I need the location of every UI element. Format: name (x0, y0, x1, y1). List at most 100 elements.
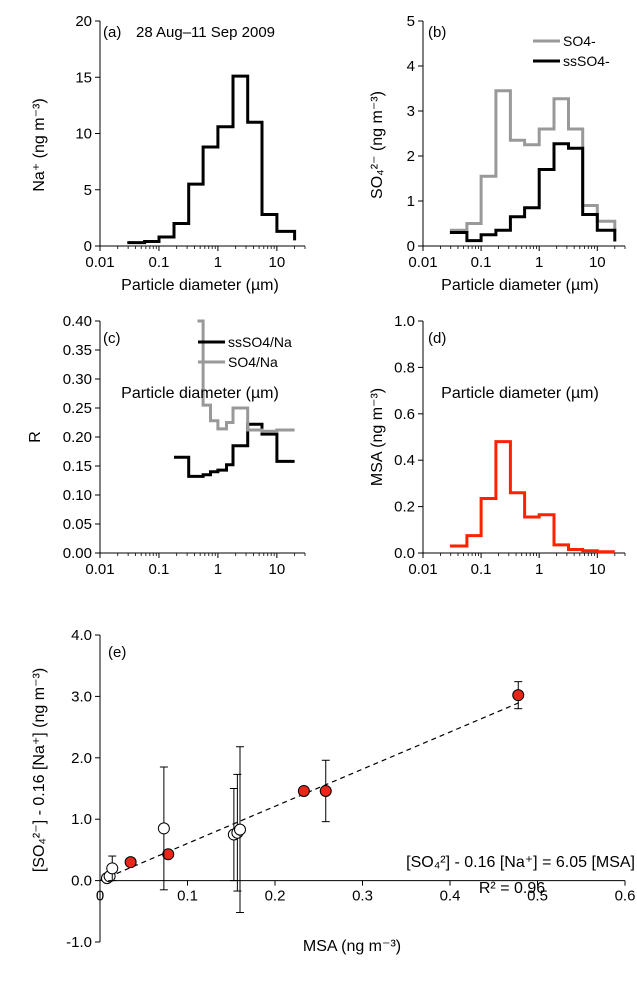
y-tick-label: 0 (84, 238, 92, 255)
series-line-a-0 (127, 74, 297, 245)
panel-a-annotation: 28 Aug–11 Sep 2009 (136, 24, 275, 41)
x-tick-label: 10 (269, 254, 286, 271)
x-tick-label: 0.01 (408, 254, 437, 271)
x-tick-label: 0.01 (85, 254, 114, 271)
panel-c-ylabel: R (27, 431, 44, 443)
data-point (297, 784, 310, 797)
y-tick-label: 0.35 (63, 342, 92, 359)
y-tick-label: 0.2 (394, 499, 415, 516)
x-tick-label: 0.1 (149, 561, 170, 578)
y-tick-label: 0.6 (394, 406, 415, 423)
panel-b-xlabel: Particle diameter (µm) (441, 277, 599, 294)
y-tick-label: 20 (75, 13, 92, 30)
y-tick-label: 0.8 (394, 359, 415, 376)
legend-label-ssso4: ssSO4- (563, 53, 610, 69)
panel-c-xlabel: Particle diameter (µm) (121, 385, 279, 402)
x-tick-label: 0 (96, 888, 104, 905)
x-tick-label: 0.2 (265, 888, 286, 905)
x-tick-label: 0.5 (527, 888, 548, 905)
x-tick-label: 10 (269, 561, 286, 578)
y-tick-label: 5 (407, 13, 415, 30)
data-point (157, 822, 170, 835)
panel-a-axes: 0 5 10 15 20 0.01 0.1 1 10 (75, 13, 306, 271)
panel-c-label: (c) (103, 330, 121, 347)
x-tick-label: 0.1 (149, 254, 170, 271)
y-tick-label: 0.40 (63, 313, 92, 330)
panel-a-ylabel: Na⁺ (ng m⁻³) (31, 98, 48, 191)
x-tick-label: 0.6 (615, 888, 636, 905)
data-point (234, 823, 246, 836)
y-tick-label: 1.0 (394, 313, 415, 330)
x-tick-label: 0.1 (177, 888, 198, 905)
y-tick-label: -1.0 (66, 934, 92, 951)
panel-d: 0.0 0.2 0.4 0.6 0.8 1.0 0.01 0.1 1 10 (d) Particl… (369, 313, 626, 578)
series-line-d-0 (449, 440, 615, 554)
panel-e-axes: -1.0 0.0 1.0 2.0 3.0 4.0 0 0.1 0.2 0.3 0.4 0.5 0.6 (66, 627, 635, 951)
legend-label-so4: SO4- (563, 33, 596, 49)
y-tick-label: 2.0 (71, 750, 92, 767)
x-tick-label: 0.4 (440, 888, 461, 905)
panel-c-axes: 0.00 0.05 0.10 0.15 0.20 0.25 0.30 0.35 0.40 0.01… (63, 313, 306, 578)
y-tick-label: 0.10 (63, 487, 92, 504)
y-tick-label: 15 (75, 69, 92, 86)
panel-c-legend: ssSO4/Na SO4/Na (198, 334, 292, 370)
x-tick-label: 1 (535, 254, 543, 271)
x-tick-label: 1 (535, 561, 543, 578)
panel-b: 0 1 2 3 4 5 0.01 0.1 1 10 (b) Particle diameter (… (369, 13, 626, 294)
y-tick-label: 0.20 (63, 429, 92, 446)
panel-e-xlabel: MSA (ng m⁻³) (303, 938, 401, 955)
panel-b-label: (b) (428, 24, 446, 41)
panel-c-marks (174, 319, 295, 478)
panel-b-legend: SO4- ssSO4- (533, 33, 610, 69)
y-tick-label: 0.05 (63, 516, 92, 533)
y-tick-label: 4.0 (71, 627, 92, 644)
panel-e-label: (e) (108, 644, 126, 661)
panel-b-marks (449, 89, 617, 243)
y-tick-label: 5 (84, 182, 92, 199)
panel-e-r2: R² = 0.96 (479, 880, 545, 897)
x-tick-label: 0.3 (352, 888, 373, 905)
panel-d-ylabel: MSA (ng m⁻³) (369, 388, 386, 486)
panel-a: 0 5 10 15 20 0.01 0.1 1 10 (a) 28 Aug–11 Sep 200… (31, 13, 306, 294)
series-line-b-0 (449, 89, 617, 233)
panel-a-marks (127, 74, 297, 245)
data-point (162, 848, 175, 861)
x-tick-label: 0.01 (85, 561, 114, 578)
data-point (124, 856, 137, 869)
x-tick-label: 0.1 (471, 254, 492, 271)
series-line-c-1 (197, 319, 295, 433)
panel-b-axes: 0 1 2 3 4 5 0.01 0.1 1 10 (407, 13, 626, 271)
panel-d-marks (449, 440, 615, 554)
panel-e: -1.0 0.0 1.0 2.0 3.0 4.0 0 0.1 0.2 0.3 0.4 0.5 0.6 (… (31, 627, 635, 955)
y-tick-label: 2 (407, 148, 415, 165)
x-tick-label: 1 (214, 561, 222, 578)
y-tick-label: 0.4 (394, 452, 415, 469)
data-point (512, 689, 525, 702)
y-tick-label: 0.0 (394, 545, 415, 562)
y-tick-label: 3 (407, 103, 415, 120)
y-tick-label: 1 (407, 193, 415, 210)
y-tick-label: 0.0 (71, 873, 92, 890)
x-tick-label: 0.01 (408, 561, 437, 578)
y-tick-label: 0.30 (63, 371, 92, 388)
panel-d-label: (d) (428, 330, 446, 347)
panel-e-marks (99, 681, 525, 914)
panel-d-axes: 0.0 0.2 0.4 0.6 0.8 1.0 0.01 0.1 1 10 (394, 313, 626, 578)
panel-a-label: (a) (103, 24, 121, 41)
series-line-b-1 (449, 142, 617, 243)
legend-label-ssso4na: ssSO4/Na (228, 334, 292, 350)
panel-d-xlabel: Particle diameter (µm) (441, 385, 599, 402)
legend-label-so4na: SO4/Na (228, 354, 278, 370)
y-tick-label: 3.0 (71, 688, 92, 705)
y-tick-label: 0.15 (63, 458, 92, 475)
panel-a-xlabel: Particle diameter (µm) (121, 277, 279, 294)
panel-e-ylabel: [SO₄²⁻] - 0.16 [Na⁺] (ng m⁻³) (31, 668, 48, 872)
panel-b-ylabel: SO₄²⁻ (ng m⁻³) (369, 91, 386, 199)
y-tick-label: 0 (407, 238, 415, 255)
y-tick-label: 0.00 (63, 545, 92, 562)
y-tick-label: 1.0 (71, 811, 92, 828)
x-tick-label: 0.1 (471, 561, 492, 578)
x-tick-label: 1 (214, 254, 222, 271)
y-tick-label: 0.25 (63, 400, 92, 417)
